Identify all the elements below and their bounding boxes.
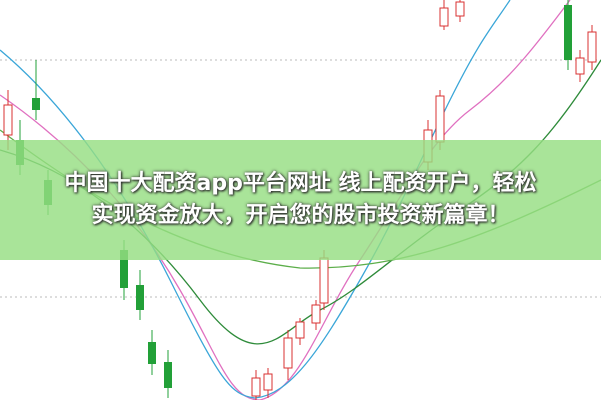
candlestick	[263, 368, 273, 398]
candlestick	[587, 25, 597, 70]
candlestick	[439, 0, 449, 30]
candlestick	[564, 0, 572, 70]
candlestick	[575, 50, 585, 82]
candlestick	[148, 330, 156, 375]
banner: 中国十大配资app平台网址 线上配资开户，轻松 实现资金放大，开启您的股市投资新…	[0, 140, 601, 260]
candlestick	[136, 270, 144, 320]
candlestick	[295, 318, 305, 345]
candlestick	[283, 330, 293, 380]
banner-text: 实现资金放大，开启您的股市投资新篇章！	[91, 203, 510, 228]
banner-text: 中国十大配资app平台网址 线上配资开户，轻松	[64, 171, 537, 196]
candlestick	[311, 300, 321, 330]
candlestick	[164, 350, 172, 398]
candlestick	[32, 60, 40, 120]
candlestick	[455, 0, 465, 22]
candlestick	[251, 370, 261, 400]
